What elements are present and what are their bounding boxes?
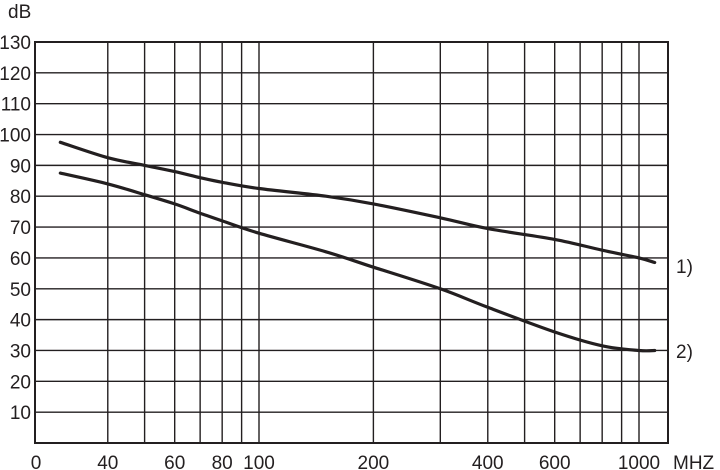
series-label-1: 1)	[676, 257, 693, 278]
y-tick-label: 50	[10, 280, 31, 301]
x-tick-label: 1000	[618, 453, 660, 470]
plot-frame	[34, 41, 669, 444]
y-tick-label: 20	[10, 372, 31, 393]
x-tick-label: 100	[243, 453, 275, 470]
x-tick-label: 60	[164, 453, 185, 470]
y-tick-label: 110	[1, 95, 31, 116]
grid	[34, 41, 669, 444]
y-tick-label: 100	[0, 126, 31, 147]
y-axis-ticks: 130 120 110 100 90 80 70 60 50 40 30 20 10	[0, 33, 31, 424]
x-tick-label: 200	[358, 453, 390, 470]
y-tick-label: 40	[10, 311, 31, 332]
series-line-1	[58, 140, 657, 265]
x-axis-ticks: 0 40 60 80 100 200 400 600 1000	[31, 453, 660, 470]
y-tick-label: 130	[0, 33, 31, 54]
x-tick-label: 600	[539, 453, 571, 470]
y-tick-label: 80	[10, 187, 31, 208]
y-tick-label: 90	[10, 156, 31, 177]
series-lines	[58, 140, 657, 353]
x-tick-label: 40	[97, 453, 118, 470]
series-label-2: 2)	[676, 342, 693, 363]
x-tick-label: 80	[212, 453, 233, 470]
y-tick-label: 120	[0, 64, 31, 85]
y-tick-label: 30	[10, 341, 31, 362]
x-axis-label: MHZ	[673, 453, 715, 470]
y-tick-label: 60	[10, 249, 31, 270]
y-tick-label: 10	[10, 403, 31, 424]
x-tick-label: 400	[472, 453, 504, 470]
origin-tick-label: 0	[31, 453, 42, 470]
series-line-2	[58, 171, 657, 353]
y-axis-label: dB	[8, 2, 31, 23]
y-tick-label: 70	[10, 218, 31, 239]
